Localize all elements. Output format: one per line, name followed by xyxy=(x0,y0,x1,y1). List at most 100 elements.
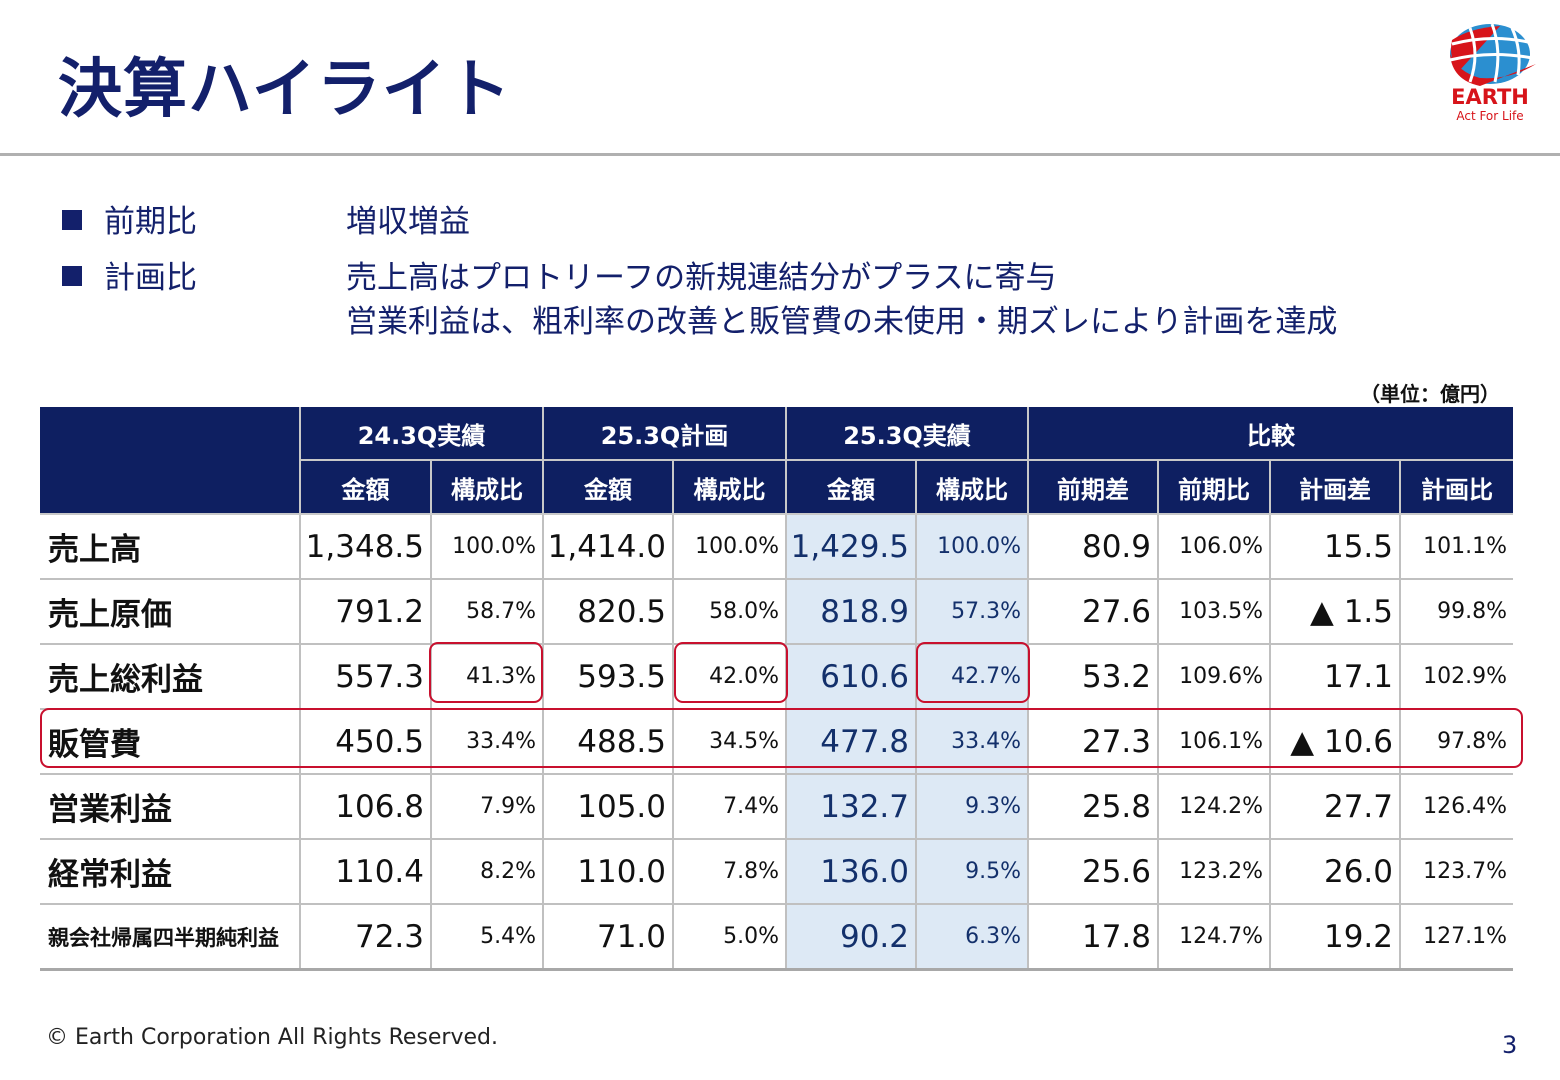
highlight-box-gross-margin-24 xyxy=(429,642,543,703)
table-cell: 132.7 xyxy=(785,774,916,840)
table-cell: 100.0% xyxy=(672,514,786,580)
table-row: 売上高 1,348.5 100.0% 1,414.0 100.0% 1,429.5 100.… xyxy=(40,514,1513,580)
table-row: 売上総利益 557.3 41.3% 593.5 42.0% 610.6 42.7% 53.2 1… xyxy=(40,644,1513,710)
square-bullet-icon xyxy=(62,210,82,230)
header-divider xyxy=(0,153,1560,156)
table-cell: 488.5 xyxy=(542,709,673,775)
table-cell: 124.7% xyxy=(1157,904,1270,971)
row-label: 親会社帰属四半期純利益 xyxy=(40,904,300,971)
row-label: 売上総利益 xyxy=(40,644,300,710)
table-cell: 477.8 xyxy=(785,709,916,775)
table-cell: 42.7% xyxy=(915,644,1028,710)
table-row: 営業利益 106.8 7.9% 105.0 7.4% 132.7 9.3% 25.8 124.2… xyxy=(40,774,1513,840)
bullet-label: 前期比 xyxy=(104,204,197,240)
table-row: 親会社帰属四半期純利益 72.3 5.4% 71.0 5.0% 90.2 6.3% 17.8 1… xyxy=(40,904,1513,971)
sub-header: 計画比 xyxy=(1399,460,1513,515)
table-cell: 105.0 xyxy=(542,774,673,840)
bullet-text: 営業利益は、粗利率の改善と販管費の未使用・期ズレにより計画を達成 xyxy=(346,304,1338,340)
row-label: 営業利益 xyxy=(40,774,300,840)
sub-header: 前期差 xyxy=(1027,460,1158,515)
sub-header: 構成比 xyxy=(915,460,1028,515)
bullet-label-plan: 計画比 xyxy=(62,252,197,297)
sub-header: 金額 xyxy=(299,460,431,515)
corner-header xyxy=(40,407,300,515)
highlight-box-sga-row xyxy=(40,708,1523,768)
table-row: 経常利益 110.4 8.2% 110.0 7.8% 136.0 9.5% 25.6 123.2… xyxy=(40,839,1513,905)
table-cell: 27.7 xyxy=(1269,774,1400,840)
table-cell: 1,414.0 xyxy=(542,514,673,580)
bullet-text: 増収増益 xyxy=(346,204,470,240)
table-cell: 27.3 xyxy=(1027,709,1158,775)
table-cell: 1,429.5 xyxy=(785,514,916,580)
bullet-label: 計画比 xyxy=(104,260,197,296)
row-label: 売上高 xyxy=(40,514,300,580)
table-cell: 136.0 xyxy=(785,839,916,905)
highlight-box-gross-margin-25 xyxy=(916,642,1030,703)
svg-text:Act For Life: Act For Life xyxy=(1456,109,1523,123)
table-cell: 42.0% xyxy=(672,644,786,710)
page-title: 決算ハイライト xyxy=(58,53,512,127)
row-label: 販管費 xyxy=(40,709,300,775)
table-cell: 610.6 xyxy=(785,644,916,710)
table-cell: 124.2% xyxy=(1157,774,1270,840)
table-cell: 820.5 xyxy=(542,579,673,645)
table-cell: ▲ 1.5 xyxy=(1269,579,1400,645)
table-cell: 557.3 xyxy=(299,644,431,710)
table-cell: 80.9 xyxy=(1027,514,1158,580)
table-cell: 33.4% xyxy=(430,709,543,775)
row-label: 経常利益 xyxy=(40,839,300,905)
table-cell: 58.0% xyxy=(672,579,786,645)
table-cell: 27.6 xyxy=(1027,579,1158,645)
copyright: © Earth Corporation All Rights Reserved. xyxy=(46,1025,498,1050)
table-cell: 25.6 xyxy=(1027,839,1158,905)
table-cell: 33.4% xyxy=(915,709,1028,775)
table-cell: 99.8% xyxy=(1399,579,1513,645)
highlight-box-gross-margin-plan xyxy=(674,642,788,703)
table-cell: 106.8 xyxy=(299,774,431,840)
table-cell: 7.9% xyxy=(430,774,543,840)
table-cell: 17.8 xyxy=(1027,904,1158,971)
table-cell: 53.2 xyxy=(1027,644,1158,710)
table-cell: 9.3% xyxy=(915,774,1028,840)
table-cell: 101.1% xyxy=(1399,514,1513,580)
table-cell: 15.5 xyxy=(1269,514,1400,580)
table-cell: 71.0 xyxy=(542,904,673,971)
unit-label: （単位：億円） xyxy=(1360,382,1500,406)
table-cell: 97.8% xyxy=(1399,709,1513,775)
table-cell: 57.3% xyxy=(915,579,1028,645)
page-number: 3 xyxy=(1502,1031,1518,1059)
sub-header: 計画差 xyxy=(1269,460,1400,515)
sub-header: 前期比 xyxy=(1157,460,1270,515)
table-cell: 26.0 xyxy=(1269,839,1400,905)
table-cell: 19.2 xyxy=(1269,904,1400,971)
table-cell: 126.4% xyxy=(1399,774,1513,840)
svg-text:EARTH: EARTH xyxy=(1451,85,1529,109)
table-cell: 7.8% xyxy=(672,839,786,905)
table-row: 販管費 450.5 33.4% 488.5 34.5% 477.8 33.4% 27.3 106… xyxy=(40,709,1513,775)
table-cell: 110.4 xyxy=(299,839,431,905)
table-cell: 123.2% xyxy=(1157,839,1270,905)
table-cell: 41.3% xyxy=(430,644,543,710)
table-cell: 90.2 xyxy=(785,904,916,971)
table-cell: 1,348.5 xyxy=(299,514,431,580)
sub-header: 金額 xyxy=(785,460,916,515)
table-cell: 100.0% xyxy=(430,514,543,580)
table-cell: 106.1% xyxy=(1157,709,1270,775)
group-header: 比較 xyxy=(1027,407,1513,461)
table-cell: 58.7% xyxy=(430,579,543,645)
sub-header: 金額 xyxy=(542,460,673,515)
table-cell: 8.2% xyxy=(430,839,543,905)
financial-highlights-table: 24.3Q実績 25.3Q計画 25.3Q実績 比較 金額 構成比 金額 構成比 金額構… xyxy=(40,407,1513,971)
table-cell: 791.2 xyxy=(299,579,431,645)
table-cell: 100.0% xyxy=(915,514,1028,580)
table-cell: 72.3 xyxy=(299,904,431,971)
square-bullet-icon xyxy=(62,266,82,286)
table-cell: 17.1 xyxy=(1269,644,1400,710)
sub-header: 構成比 xyxy=(430,460,543,515)
group-header: 25.3Q計画 xyxy=(542,407,786,461)
table-cell: 109.6% xyxy=(1157,644,1270,710)
table-row: 売上原価 791.2 58.7% 820.5 58.0% 818.9 57.3% 27.6 10… xyxy=(40,579,1513,645)
table-cell: 102.9% xyxy=(1399,644,1513,710)
bullet-label-yoy: 前期比 xyxy=(62,196,197,241)
table-cell: 593.5 xyxy=(542,644,673,710)
